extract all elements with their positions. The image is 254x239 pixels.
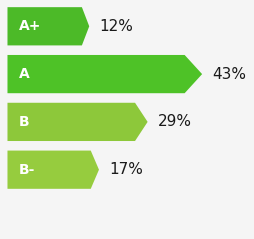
Text: A: A xyxy=(19,67,29,81)
Text: 43%: 43% xyxy=(212,67,246,81)
Text: A+: A+ xyxy=(19,19,41,33)
Text: B-: B- xyxy=(19,163,35,177)
Polygon shape xyxy=(7,7,89,45)
Polygon shape xyxy=(7,151,99,189)
Polygon shape xyxy=(7,55,202,93)
Text: 17%: 17% xyxy=(109,162,143,177)
Text: B: B xyxy=(19,115,29,129)
Polygon shape xyxy=(7,103,148,141)
Text: 29%: 29% xyxy=(157,114,192,129)
Text: 12%: 12% xyxy=(99,19,133,34)
